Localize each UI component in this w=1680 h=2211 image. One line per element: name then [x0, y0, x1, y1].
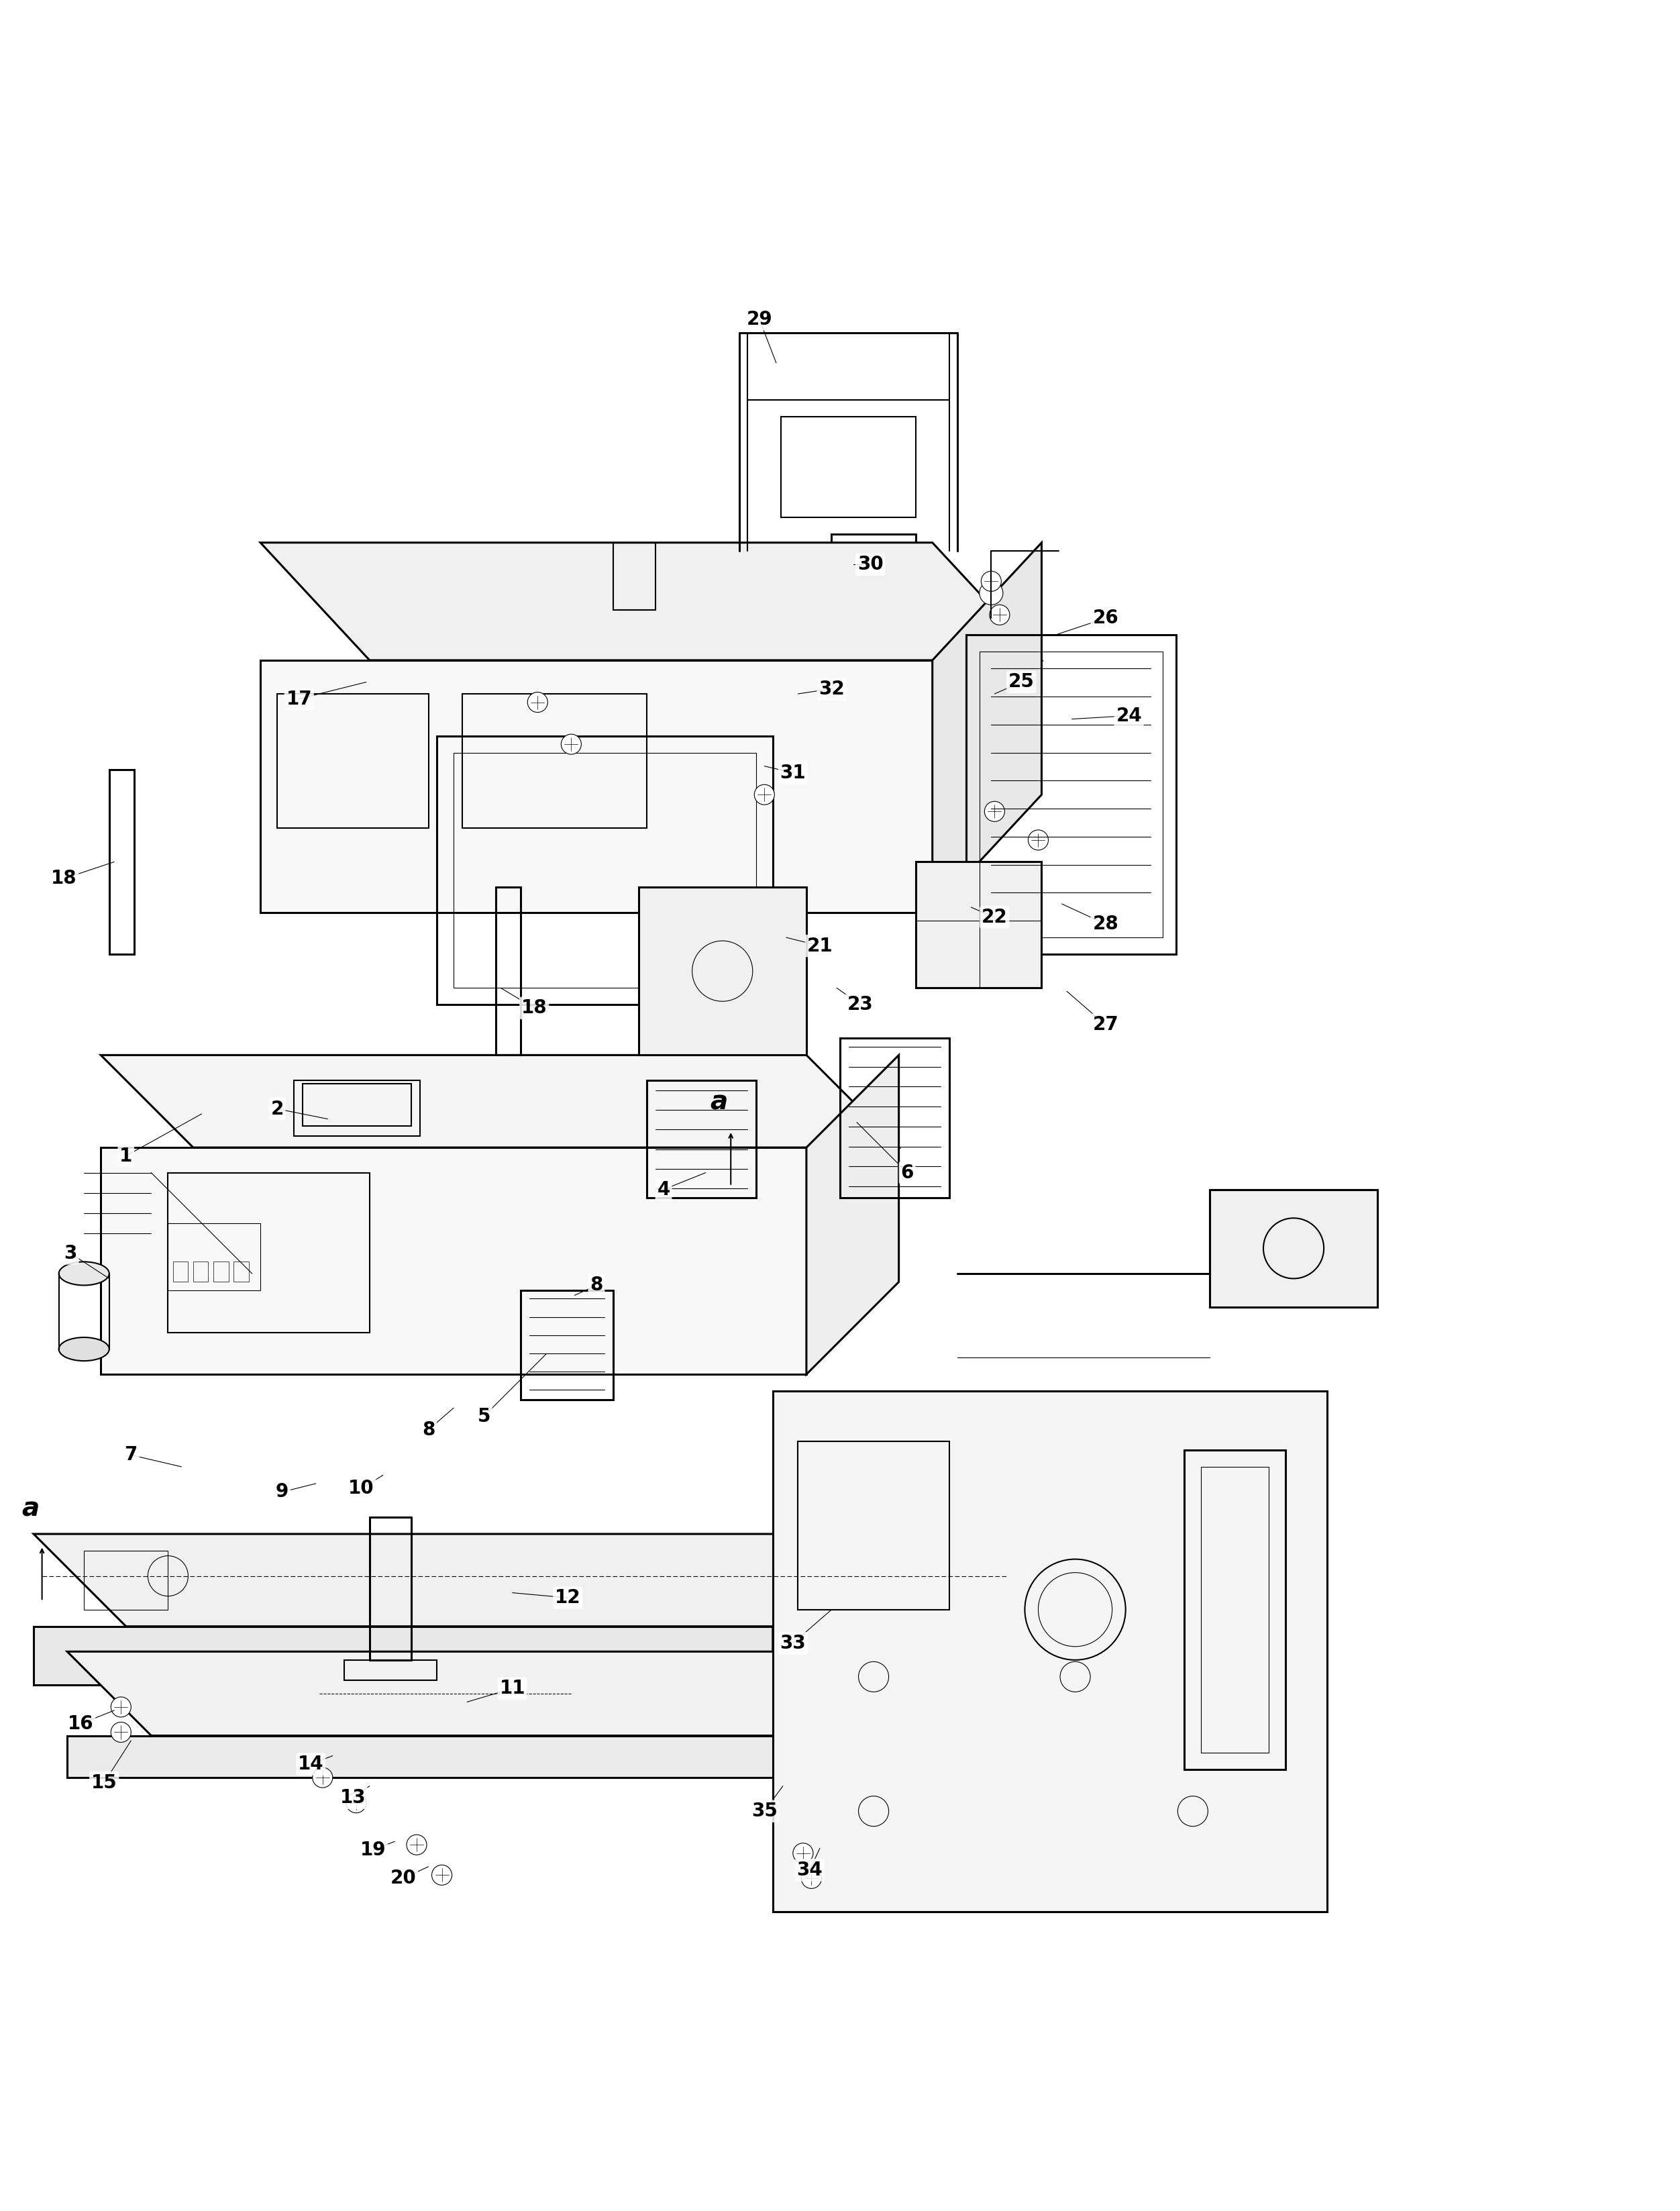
Ellipse shape — [59, 1338, 109, 1362]
Bar — [798, 1442, 949, 1610]
Text: a: a — [22, 1497, 39, 1521]
Circle shape — [432, 1864, 452, 1886]
Polygon shape — [101, 1055, 899, 1148]
Text: 22: 22 — [981, 909, 1008, 926]
Text: 33: 33 — [780, 1634, 806, 1652]
Text: 1: 1 — [119, 1148, 133, 1165]
Polygon shape — [916, 862, 1042, 988]
Text: 30: 30 — [857, 555, 884, 575]
Text: 18: 18 — [50, 869, 77, 889]
Text: 31: 31 — [780, 763, 806, 783]
Circle shape — [801, 1868, 822, 1888]
Text: 6: 6 — [900, 1163, 914, 1183]
Circle shape — [111, 1722, 131, 1742]
Text: 8: 8 — [590, 1276, 603, 1296]
Circle shape — [528, 692, 548, 712]
Text: 20: 20 — [390, 1868, 417, 1888]
Text: 34: 34 — [796, 1862, 823, 1879]
Bar — [168, 1172, 370, 1333]
Text: 28: 28 — [1092, 915, 1119, 933]
Bar — [462, 694, 647, 829]
Text: 9: 9 — [276, 1484, 289, 1501]
Text: 10: 10 — [348, 1479, 375, 1499]
Polygon shape — [260, 542, 1042, 661]
Text: 23: 23 — [847, 995, 874, 1015]
Text: 25: 25 — [1008, 672, 1035, 692]
Text: 5: 5 — [477, 1406, 491, 1426]
Text: 3: 3 — [64, 1245, 77, 1262]
Polygon shape — [773, 1534, 865, 1685]
Circle shape — [561, 734, 581, 754]
Polygon shape — [34, 1534, 865, 1627]
Circle shape — [312, 1767, 333, 1789]
Bar — [521, 1291, 613, 1400]
Polygon shape — [34, 1627, 773, 1685]
Bar — [832, 535, 916, 601]
Polygon shape — [1210, 1190, 1378, 1307]
Bar — [213, 1262, 228, 1282]
Text: 18: 18 — [521, 999, 548, 1017]
Polygon shape — [101, 1148, 806, 1375]
Bar — [979, 652, 1163, 937]
Text: 8: 8 — [422, 1419, 435, 1439]
Circle shape — [111, 1696, 131, 1718]
Bar — [781, 416, 916, 517]
Text: 7: 7 — [124, 1446, 138, 1464]
Circle shape — [981, 570, 1001, 590]
Bar — [302, 1083, 412, 1125]
Bar — [840, 542, 907, 593]
Polygon shape — [67, 1736, 806, 1778]
Bar — [647, 1081, 756, 1198]
Text: 4: 4 — [657, 1181, 670, 1198]
Bar — [234, 1262, 249, 1282]
Text: 11: 11 — [499, 1678, 526, 1698]
Text: 29: 29 — [746, 310, 773, 329]
Circle shape — [979, 581, 1003, 606]
Polygon shape — [806, 1055, 899, 1375]
Text: 16: 16 — [67, 1714, 94, 1733]
Bar — [344, 1660, 437, 1680]
Text: 27: 27 — [1092, 1015, 1119, 1035]
Circle shape — [1028, 829, 1048, 849]
Polygon shape — [806, 1652, 890, 1778]
Text: 2: 2 — [270, 1099, 284, 1119]
Text: 14: 14 — [297, 1756, 324, 1773]
Circle shape — [793, 1844, 813, 1864]
Text: 12: 12 — [554, 1587, 581, 1607]
Text: 19: 19 — [360, 1840, 386, 1859]
Text: 26: 26 — [1092, 608, 1119, 628]
Circle shape — [984, 800, 1005, 822]
Circle shape — [990, 606, 1010, 626]
Bar — [84, 1550, 168, 1610]
Bar — [109, 769, 134, 955]
Polygon shape — [67, 1652, 890, 1736]
Bar — [966, 635, 1176, 955]
Polygon shape — [260, 661, 932, 913]
Polygon shape — [932, 542, 1042, 913]
Bar — [294, 1081, 420, 1136]
Text: 24: 24 — [1116, 705, 1142, 725]
Bar — [277, 694, 428, 829]
Bar — [496, 887, 521, 1055]
Text: 35: 35 — [751, 1802, 778, 1820]
Text: 21: 21 — [806, 937, 833, 955]
Text: a: a — [711, 1090, 727, 1114]
Circle shape — [407, 1835, 427, 1855]
Circle shape — [754, 785, 774, 805]
Ellipse shape — [59, 1262, 109, 1285]
Polygon shape — [638, 887, 806, 1055]
Text: 17: 17 — [286, 690, 312, 708]
Bar — [173, 1262, 188, 1282]
Circle shape — [346, 1793, 366, 1813]
Bar — [613, 542, 655, 610]
Bar — [840, 1039, 949, 1198]
Bar — [193, 1262, 208, 1282]
Text: 13: 13 — [339, 1789, 366, 1806]
Text: 32: 32 — [818, 679, 845, 699]
Text: 15: 15 — [91, 1773, 118, 1793]
Bar — [168, 1223, 260, 1291]
Polygon shape — [773, 1391, 1327, 1913]
